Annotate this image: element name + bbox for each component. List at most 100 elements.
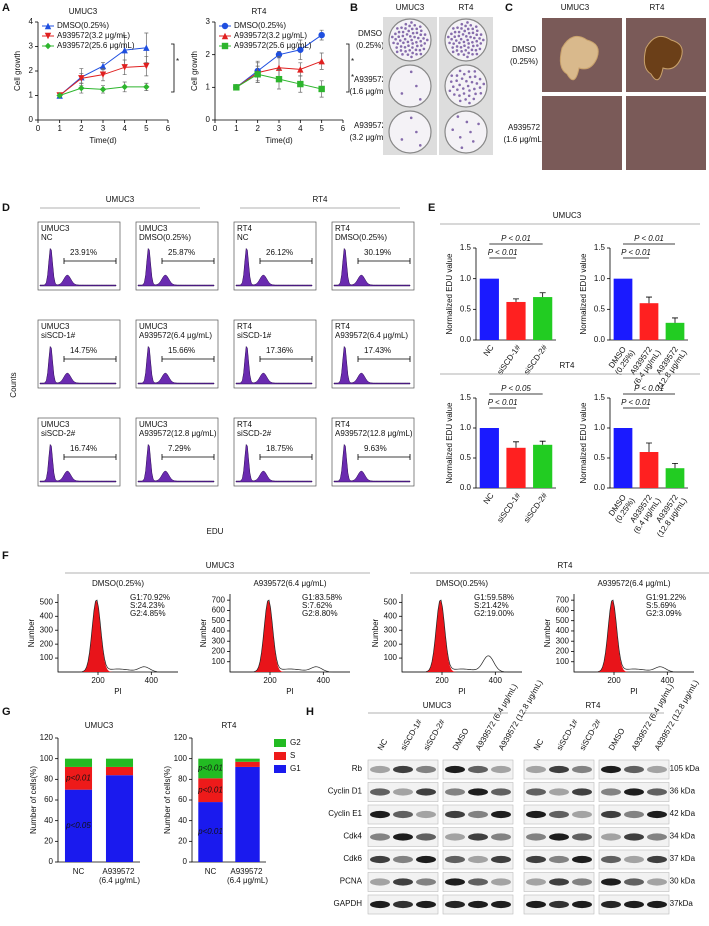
- band: [468, 855, 488, 864]
- row-label: (1.6 μg/mL): [503, 135, 544, 144]
- bar: [613, 278, 633, 340]
- y-axis-label: Number: [371, 618, 380, 647]
- band: [416, 788, 436, 796]
- phase-stat: G2:4.85%: [130, 609, 166, 618]
- colony: [419, 39, 423, 43]
- colony: [397, 35, 401, 39]
- colony: [467, 31, 471, 35]
- gate: [259, 454, 313, 460]
- plot-label: A939572(6.4 μg/mL): [335, 331, 408, 340]
- colony: [475, 39, 479, 43]
- y-tick-label: 1: [206, 82, 211, 91]
- x-tick-label: NC: [482, 343, 496, 358]
- colony: [467, 42, 470, 45]
- colony: [453, 93, 456, 96]
- blot-strip: [442, 849, 514, 870]
- x-tick-label: 6: [166, 124, 171, 133]
- plot-title: DMSO(0.25%): [92, 579, 144, 588]
- x-tick-label: 400: [661, 676, 675, 685]
- band: [647, 833, 667, 841]
- band: [549, 900, 569, 909]
- y-tick-label: 1.0: [460, 423, 472, 432]
- x-axis-label: PI: [458, 687, 466, 696]
- x-tick-label: A939572 (6.4 μg/mL): [99, 867, 140, 885]
- band: [549, 788, 569, 796]
- bar: [533, 297, 553, 340]
- row-label: DMSO: [512, 45, 536, 54]
- colony: [464, 98, 467, 101]
- colony: [466, 21, 469, 24]
- y-tick-label: 400: [212, 626, 226, 635]
- band: [526, 810, 546, 819]
- plot-label: UMUC3: [41, 322, 70, 331]
- colony: [458, 69, 462, 73]
- bar-segment: [105, 775, 134, 862]
- plate: [388, 64, 432, 108]
- band: [491, 855, 511, 864]
- y-tick-label: 300: [556, 636, 570, 645]
- legend-swatch: [274, 752, 286, 760]
- y-tick-label: 300: [40, 625, 54, 634]
- y-tick-label: 20: [178, 836, 187, 845]
- marker: [318, 85, 325, 93]
- colony: [456, 26, 459, 29]
- band: [468, 833, 488, 841]
- error-bar: [646, 442, 652, 452]
- histogram: [137, 247, 215, 287]
- colony: [409, 35, 412, 38]
- colony: [451, 128, 454, 131]
- y-axis-label: Normalized EDU value: [445, 253, 454, 334]
- y-tick-label: 1.0: [594, 274, 606, 283]
- x-tick-label: 6: [341, 124, 346, 133]
- row-label: A939572: [354, 75, 387, 84]
- gate: [161, 454, 215, 460]
- y-tick-label: 0.0: [460, 335, 472, 344]
- band: [624, 833, 644, 841]
- band: [468, 900, 488, 909]
- colony: [464, 24, 467, 28]
- colony: [449, 80, 453, 83]
- bar-segment: [105, 758, 134, 767]
- band: [572, 900, 592, 909]
- colony: [392, 41, 395, 45]
- lane-label: siSCD-2#: [422, 717, 447, 752]
- colony: [470, 48, 474, 52]
- phase-stat: G2:3.09%: [646, 609, 682, 618]
- size-label: -105 kDa: [667, 764, 700, 773]
- histogram: [333, 443, 411, 483]
- y-tick-label: 2: [206, 50, 211, 59]
- band: [572, 855, 592, 864]
- marker: [233, 84, 240, 91]
- plot-label: A939572(12.8 μg/mL): [335, 429, 413, 438]
- y-tick-label: 0: [29, 115, 34, 124]
- colony: [406, 53, 410, 56]
- y-tick-label: 60: [178, 795, 187, 804]
- group-header: RT4: [313, 195, 329, 204]
- panel-label: B: [350, 2, 358, 14]
- error-bar: [513, 441, 519, 448]
- plate: [444, 110, 488, 154]
- bar-segment: [235, 758, 260, 762]
- size-label: -34 kDa: [667, 832, 696, 841]
- fit-outline: [574, 599, 694, 673]
- row-label: A939572: [508, 123, 541, 132]
- phase-stat: S:24.23%: [130, 601, 165, 610]
- error-bar: [672, 463, 678, 469]
- gate-percent: 15.66%: [168, 346, 195, 355]
- y-tick-label: 4: [29, 17, 34, 26]
- band: [393, 833, 413, 841]
- size-label: -37 kDa: [667, 854, 696, 863]
- band: [624, 855, 644, 864]
- bar-segment: [198, 802, 223, 862]
- colony: [471, 52, 474, 56]
- colony: [394, 32, 397, 36]
- error-bar: [513, 298, 519, 302]
- band: [416, 855, 436, 864]
- y-tick-label: 700: [556, 595, 570, 604]
- legend-label: S: [290, 751, 295, 760]
- colony: [405, 33, 409, 36]
- colony: [473, 70, 477, 73]
- micrograph: [626, 96, 706, 170]
- colony: [397, 30, 401, 34]
